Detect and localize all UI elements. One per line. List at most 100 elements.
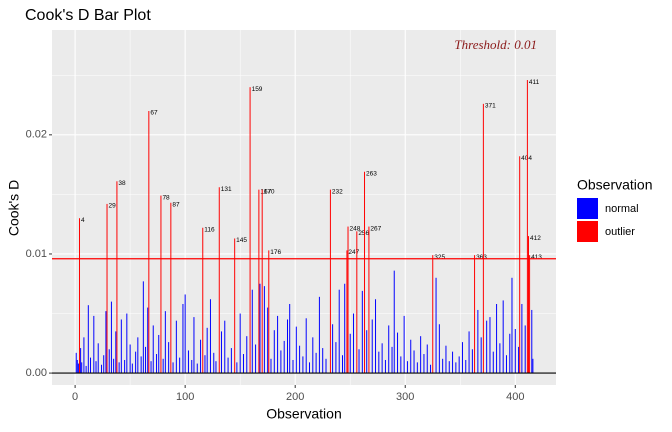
bar [184,294,186,374]
bar [182,303,184,374]
bar [445,345,447,374]
bar [292,359,294,374]
bar [196,363,198,374]
bar [344,283,346,374]
bar [85,365,87,374]
data-label: 371 [485,103,496,110]
bar [518,346,520,374]
bar [458,356,460,374]
bar [115,331,117,374]
bar [527,236,529,374]
x-tick-label: 200 [286,391,304,403]
bar [342,355,344,374]
bar [90,357,92,374]
bar [388,325,390,374]
legend-title: Observation [577,177,652,193]
bar [283,340,285,374]
data-label: 170 [264,188,275,195]
bar [83,337,85,374]
bar [259,283,261,374]
bar [270,358,272,374]
bar [213,352,215,374]
bar [224,320,226,374]
bar [329,189,331,374]
data-label: 116 [204,226,215,233]
y-axis-title: Cook's D [6,180,22,236]
y-tick-label: 0.00 [26,367,47,379]
bar [471,349,473,374]
bar [353,313,355,374]
bar [170,202,172,374]
bar [426,344,428,374]
bar [325,358,327,374]
bar [371,319,373,374]
data-label: 404 [521,155,532,162]
bar [318,296,320,374]
bar [492,351,494,374]
data-label: 363 [476,254,487,261]
bar [158,334,160,374]
bar [358,349,360,374]
bar [438,324,440,374]
data-label: 413 [531,254,542,261]
bar [277,315,279,374]
bar [312,337,314,374]
bar [521,303,523,374]
bar [263,286,265,374]
bar [442,358,444,374]
bar [502,300,504,374]
bar [75,352,77,374]
bar [347,226,349,374]
bar [393,270,395,374]
bar [116,181,118,374]
legend-label: normal [605,203,639,215]
bar [435,277,437,374]
bar [486,320,488,374]
bar [239,313,241,374]
data-label: 78 [162,194,170,201]
bar [206,327,208,374]
bar [172,362,174,374]
bar [286,319,288,374]
bar [193,317,195,374]
bar [106,203,108,374]
bar [505,355,507,374]
bar [474,255,476,374]
bar [406,361,408,374]
bar [299,345,301,374]
bar [295,326,297,374]
bar [179,357,181,374]
bar [218,187,220,374]
bar [499,343,501,374]
chart-title: Cook's D Bar Plot [25,7,151,24]
bar [227,357,229,374]
bar [531,309,533,374]
bar [346,250,348,374]
bar [230,348,232,374]
bar [147,307,149,374]
bar [375,299,377,374]
bar [97,343,99,374]
bar [76,359,78,374]
data-label: 256 [358,230,369,237]
bar [135,351,137,374]
bar [131,363,133,374]
bar [124,359,126,374]
bar [532,358,534,374]
bar [160,195,162,374]
bar [289,303,291,374]
data-label: 29 [109,203,117,210]
bar [381,343,383,374]
panel [52,30,556,385]
bar [95,361,97,374]
y-tick-label: 0.02 [26,129,47,141]
bar [93,315,95,374]
bar [489,317,491,374]
bar [101,364,103,374]
bar [140,356,142,374]
bar [249,87,251,374]
bar [477,309,479,374]
bar [80,348,82,374]
legend-key [577,198,598,219]
x-tick-label: 300 [396,391,414,403]
